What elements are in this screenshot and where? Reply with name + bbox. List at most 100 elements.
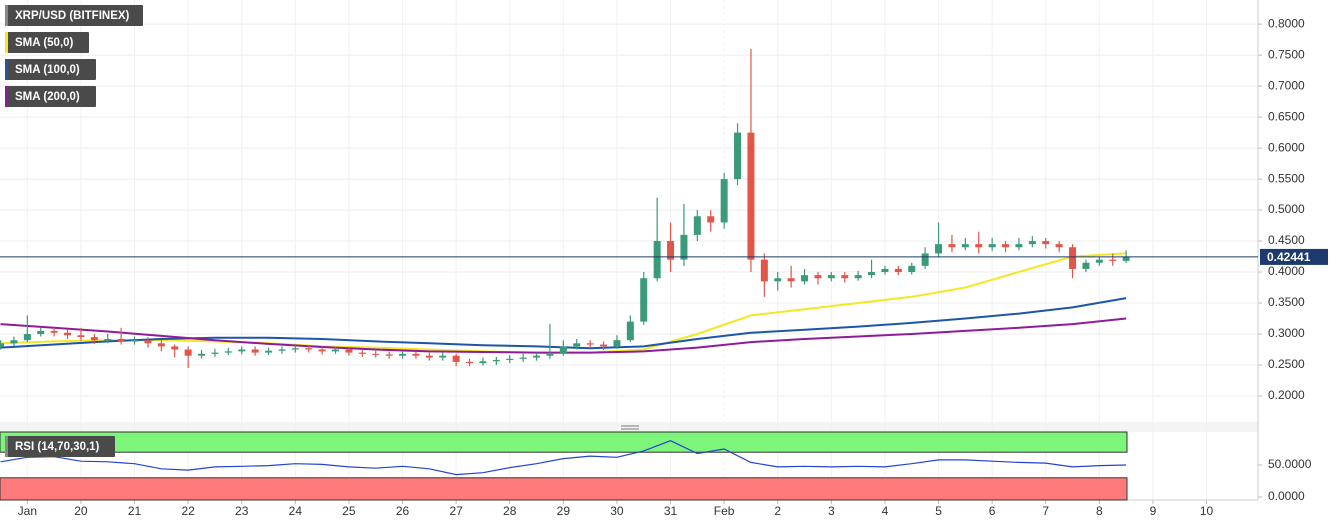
candle-body: [519, 357, 527, 359]
rsi-panel: 0.0000 50.0000: [0, 431, 1312, 503]
x-tick-label: 2: [774, 504, 781, 518]
legend-swatch: [5, 32, 8, 53]
candle-body: [171, 346, 179, 350]
candle-body: [988, 244, 996, 248]
candle-body: [439, 355, 447, 358]
x-tick-label: 25: [342, 504, 356, 518]
y-tick-label: 0.8000: [1268, 16, 1305, 30]
candle-body: [251, 349, 259, 353]
x-tick-label: 28: [503, 504, 517, 518]
candle-body: [600, 344, 608, 347]
candle-body: [787, 278, 795, 282]
x-tick-label: 30: [610, 504, 624, 518]
candle-body: [332, 349, 340, 352]
candle-body: [506, 358, 514, 361]
indicator-line: [0, 440, 1127, 476]
candle-body: [131, 340, 139, 342]
candle-body: [64, 332, 72, 336]
candle-body: [868, 272, 876, 276]
y-tick-label: 0.6000: [1268, 140, 1305, 154]
legend-swatch: [5, 5, 8, 26]
candle-body: [104, 338, 112, 341]
candle-body: [546, 353, 554, 356]
candle-body: [948, 244, 956, 248]
candle-body: [908, 265, 916, 273]
candle-body: [573, 343, 581, 347]
panel-separator: [0, 422, 1258, 432]
x-tick-label: Feb: [714, 504, 735, 518]
legend-box: [5, 5, 143, 26]
candle-body: [827, 275, 835, 279]
legend-box: [5, 86, 96, 107]
candle-body: [707, 216, 715, 223]
legend-box: [5, 59, 96, 80]
candle-body: [278, 349, 286, 351]
candle-body: [586, 343, 594, 345]
candle-body: [894, 268, 902, 273]
y-tick-label: 0.3500: [1268, 295, 1305, 309]
legend-label: XRP/USD (BITFINEX): [15, 10, 130, 22]
legend-label: RSI (14,70,30,1): [15, 441, 100, 453]
x-tick-label: 3: [828, 504, 835, 518]
candle-body: [533, 355, 541, 358]
x-tick-label: 26: [396, 504, 410, 518]
y-tick-label: 0.4000: [1268, 264, 1305, 278]
y-tick-label: 0.5500: [1268, 171, 1305, 185]
candle-body: [1082, 262, 1090, 269]
candle-body: [117, 338, 125, 342]
y-tick-label: 0.0000: [1268, 489, 1305, 503]
candle-body: [760, 259, 768, 282]
candle-body: [854, 275, 862, 279]
candle-body: [1028, 241, 1036, 245]
candle-body: [291, 348, 299, 350]
y-tick-label: 0.6500: [1268, 109, 1305, 123]
x-tick-label: 7: [1042, 504, 1049, 518]
x-tick-label: 23: [235, 504, 249, 518]
candle-body: [211, 352, 219, 354]
overbought-zone: [0, 431, 1128, 453]
candle-body: [37, 330, 45, 335]
candle-body: [305, 348, 313, 350]
candle-body: [881, 268, 889, 273]
candle-body: [626, 321, 634, 341]
candle-body: [1069, 247, 1077, 269]
y-tick-label: 0.2000: [1268, 388, 1305, 402]
x-tick-label: 27: [449, 504, 463, 518]
x-tick-label: 9: [1150, 504, 1157, 518]
candle-body: [224, 351, 232, 353]
candle-body: [77, 335, 85, 338]
legend-swatch: [5, 436, 8, 457]
candle-body: [345, 349, 353, 353]
candle-body: [734, 132, 742, 180]
candle-body: [680, 234, 688, 260]
last-price-label: 0.42441: [1267, 250, 1311, 264]
candle-body: [559, 346, 567, 354]
candle-body: [372, 353, 380, 355]
x-tick-label: 10: [1200, 504, 1214, 518]
candle-body: [921, 253, 929, 266]
candle-body: [10, 340, 18, 344]
candle-body: [399, 353, 407, 356]
candle-body: [774, 278, 782, 282]
y-tick-label: 0.4500: [1268, 233, 1305, 247]
candle-body: [961, 244, 969, 248]
x-tick-label: Jan: [18, 504, 37, 518]
x-tick-label: 24: [289, 504, 303, 518]
candle-body: [1002, 244, 1010, 248]
candle-body: [50, 330, 58, 333]
x-tick-label: 6: [989, 504, 996, 518]
candle-body: [935, 244, 943, 254]
candle-body: [841, 275, 849, 279]
y-tick-label: 50.0000: [1268, 457, 1312, 471]
candle-body: [184, 349, 192, 356]
candle-body: [693, 216, 701, 235]
candle-body: [975, 244, 983, 248]
candle-body: [90, 337, 98, 341]
legend-label: SMA (100,0): [15, 64, 80, 76]
candle-body: [425, 355, 433, 358]
candle-body: [1109, 259, 1117, 261]
x-tick-label: 20: [74, 504, 88, 518]
x-tick-label: 22: [181, 504, 195, 518]
candle-body: [452, 355, 460, 362]
y-tick-label: 0.7000: [1268, 78, 1305, 92]
